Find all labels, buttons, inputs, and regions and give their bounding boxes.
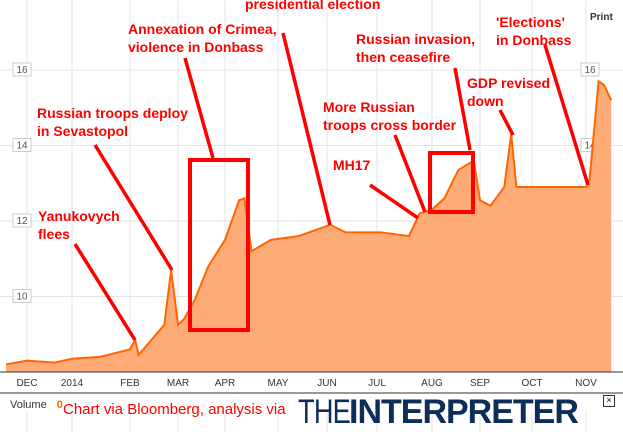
- annotation-pointer: [183, 57, 215, 159]
- annotation-crimea: Annexation of Crimea, violence in Donbass: [128, 21, 277, 55]
- annotation-elections-donbass: 'Elections' in Donbass: [496, 14, 572, 48]
- y-tick-label: 12: [16, 216, 28, 227]
- x-tick-label: MAR: [167, 378, 189, 389]
- y-tick-label: 10: [16, 292, 28, 303]
- annotation-pointer: [453, 67, 472, 151]
- x-tick-label: NOV: [575, 378, 597, 389]
- y-tick-box: [12, 289, 32, 303]
- annotation-pointer: [543, 44, 590, 186]
- volume-label: Volume 0: [10, 399, 63, 411]
- x-tick-label: DEC: [16, 378, 37, 389]
- annotation-troops-border: More Russian troops cross border: [323, 99, 457, 133]
- price-area: [6, 81, 612, 372]
- x-tick-label: FEB: [120, 378, 140, 389]
- price-line: [5, 79, 613, 366]
- x-tick-label: AUG: [421, 378, 443, 389]
- annotation-pointer: [73, 243, 137, 341]
- y-tick-label: 16: [16, 65, 28, 76]
- annotation-mh17: MH17: [333, 157, 371, 173]
- volume-value: 0: [56, 399, 63, 411]
- annotation-box-invasion: [428, 151, 475, 214]
- interpreter-logo: THEINTERPRETER: [298, 393, 579, 431]
- annotation-box-crimea: [188, 158, 250, 332]
- y-tick-label: 14: [584, 141, 596, 152]
- annotation-pointer: [369, 183, 419, 220]
- x-tick-label: OCT: [521, 378, 542, 389]
- annotation-sevastopol: Russian troops deploy in Sevastopol: [37, 105, 188, 139]
- y-tick-box: [12, 62, 32, 77]
- y-tick-box: [12, 138, 32, 152]
- annotation-yanukovych: Yanukovych flees: [38, 208, 120, 242]
- credit-text: Chart via Bloomberg, analysis via: [63, 401, 286, 418]
- y-tick-label: 14: [16, 141, 28, 152]
- annotation-election: presidential election: [245, 0, 381, 12]
- x-tick-label: SEP: [470, 378, 490, 389]
- y-tick-box: [580, 62, 600, 77]
- annotation-pointer: [93, 144, 174, 271]
- x-tick-label: 2014: [61, 378, 84, 389]
- x-tick-label: APR: [215, 378, 236, 389]
- close-button[interactable]: ×: [603, 395, 615, 407]
- y-tick-box: [12, 213, 32, 228]
- x-tick-label: JUN: [317, 378, 336, 389]
- annotation-pointer: [281, 32, 332, 226]
- y-tick-label: 16: [584, 65, 596, 76]
- annotation-pointer: [498, 109, 515, 136]
- volume-text: Volume: [10, 399, 47, 411]
- annotation-invasion: Russian invasion, then ceasefire: [356, 31, 476, 65]
- x-tick-label: MAY: [268, 378, 289, 389]
- annotation-pointer: [393, 134, 427, 213]
- annotation-gdp: GDP revised down: [467, 75, 551, 109]
- print-button[interactable]: Print: [590, 12, 613, 23]
- x-tick-label: JUL: [368, 378, 386, 389]
